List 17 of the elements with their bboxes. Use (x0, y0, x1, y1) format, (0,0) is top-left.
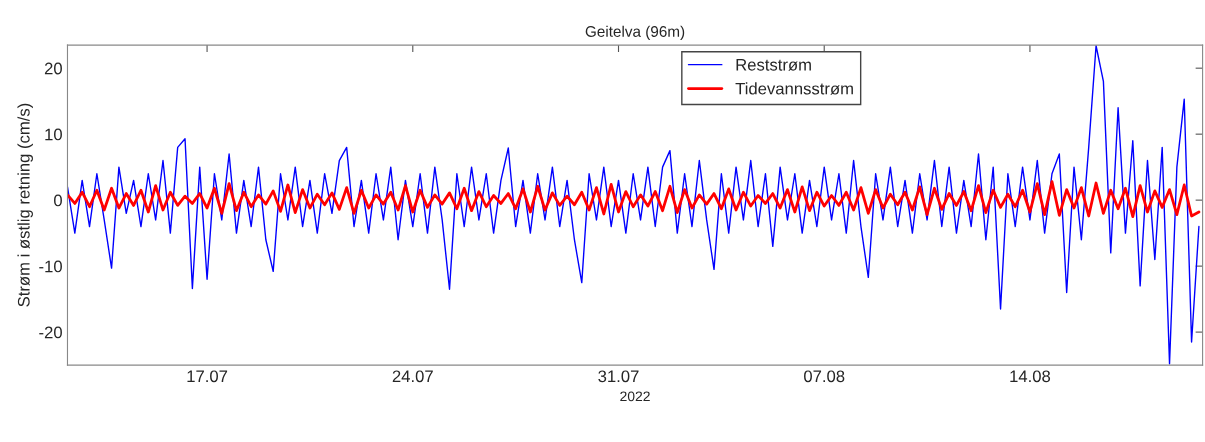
x-tick-label: 14.08 (1010, 370, 1051, 383)
x-axis-title: 2022 (620, 391, 650, 402)
x-tick-label: 31.07 (598, 370, 639, 383)
y-tick-label: 20 (44, 62, 62, 75)
chart-title: Geitelva (96m) (585, 25, 685, 40)
x-tick-label: 07.08 (804, 370, 845, 383)
line-series (67, 180, 1201, 219)
legend-label: Tidevannsstrøm (735, 82, 853, 95)
x-tick-label: 24.07 (392, 370, 433, 383)
legend-label: Reststrøm (736, 59, 811, 71)
x-tick-label: 17.07 (187, 370, 228, 383)
y-tick-label: 10 (45, 128, 62, 141)
line-series (67, 45, 1200, 365)
y-tick-label: 0 (54, 194, 62, 207)
y-tick-label: -10 (39, 260, 62, 273)
y-tick-label: -20 (39, 326, 62, 339)
y-axis-title: Strøm i østlig retning (cm/s) (17, 103, 33, 307)
